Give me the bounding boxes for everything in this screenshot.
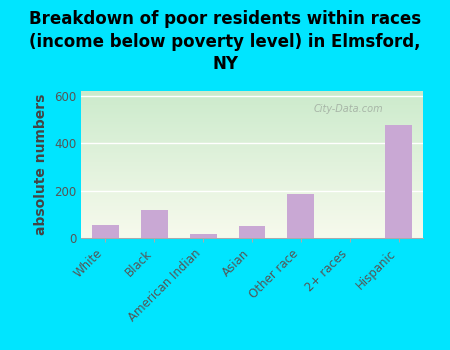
Bar xyxy=(385,125,412,238)
Y-axis label: absolute numbers: absolute numbers xyxy=(34,94,48,235)
Bar xyxy=(288,194,314,238)
Text: City-Data.com: City-Data.com xyxy=(314,104,383,114)
Bar xyxy=(141,210,168,238)
Bar xyxy=(190,234,216,238)
Bar xyxy=(92,225,119,238)
Bar xyxy=(238,226,266,238)
Text: Breakdown of poor residents within races
(income below poverty level) in Elmsfor: Breakdown of poor residents within races… xyxy=(29,10,421,73)
